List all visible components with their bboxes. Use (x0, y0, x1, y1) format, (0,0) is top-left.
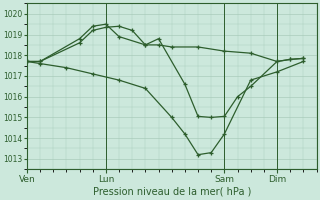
X-axis label: Pression niveau de la mer( hPa ): Pression niveau de la mer( hPa ) (92, 187, 251, 197)
